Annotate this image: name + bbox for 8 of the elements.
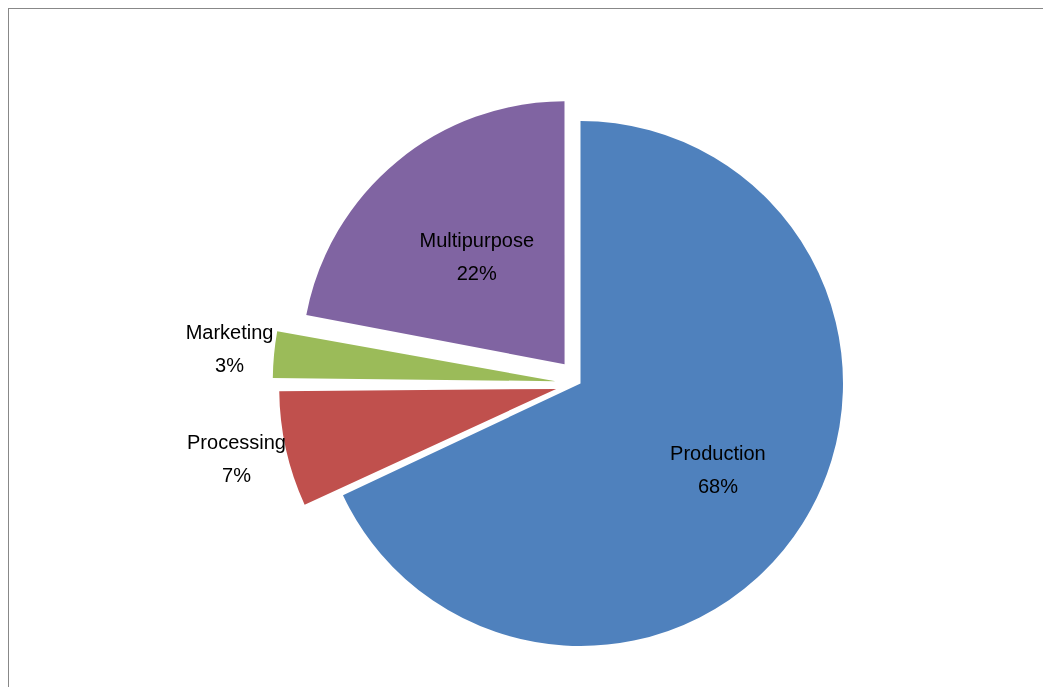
data-label: 3% <box>215 354 245 377</box>
slice-label: Production <box>670 441 766 464</box>
data-label: 7% <box>222 464 252 487</box>
data-label: 68% <box>697 474 739 497</box>
slice-label: Processing <box>187 431 286 454</box>
slice-label: Multipurpose <box>419 229 535 252</box>
data-label: 22% <box>456 262 497 285</box>
slice-label: Marketing <box>185 321 274 344</box>
